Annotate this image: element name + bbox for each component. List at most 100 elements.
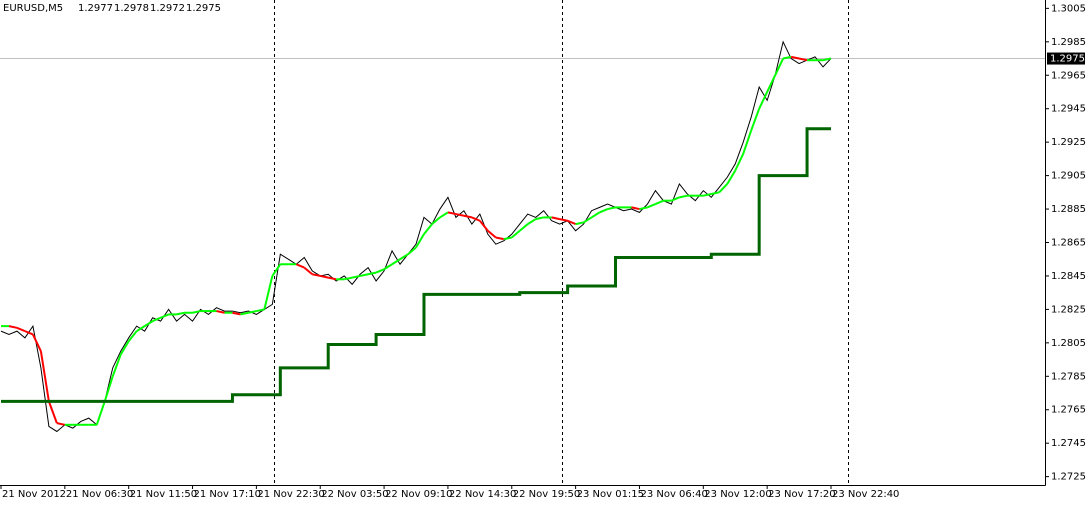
ma-segment [295,263,305,269]
ma-segment [391,258,401,266]
ma-segment [711,191,720,195]
ma-segment [32,334,42,352]
ma-segment [16,326,26,333]
ma-segment [447,211,457,216]
y-tick-label: 1.2945 [1051,104,1086,115]
y-tick-label: 1.2905 [1051,171,1086,182]
ma-segment [248,310,257,314]
y-tick-label: 1.2805 [1051,338,1086,349]
ma-segment [782,55,792,60]
ma-segment [750,108,761,131]
ma-segment [631,206,640,211]
ma-segment [383,263,393,271]
y-tick-label: 1.3005 [1051,3,1086,14]
x-tick-label: 22 Nov 09:10 [385,489,452,500]
ma-segment [766,74,777,93]
ma-segment [439,211,449,219]
ma-segment [790,55,800,60]
y-tick-label: 1.2925 [1051,137,1086,148]
x-tick-label: 21 Nov 22:30 [257,489,324,500]
ma-segment [655,199,664,205]
ma-segment [479,220,489,232]
price-label: 1.2975 [1050,54,1085,65]
ma-segment [758,91,769,110]
ma-segment [495,236,504,241]
ma-segment [328,276,337,281]
x-tick-label: 21 Nov 06:30 [66,489,133,500]
y-tick-label: 1.2965 [1051,70,1086,81]
ma-segment [431,216,441,225]
ma-segment [726,170,737,185]
x-tick-label: 21 Nov 11:50 [130,489,197,500]
step-line [1,127,831,403]
ma-segment [463,214,473,219]
ma-segment [647,203,656,209]
ma-segment [47,401,58,424]
ma-segment [511,230,521,239]
ma-segment [455,213,465,217]
ma-segment [359,273,369,277]
y-tick-label: 1.2865 [1051,238,1086,249]
ma-segment [8,325,18,329]
y-tick-label: 1.2845 [1051,271,1086,282]
ma-segment [216,310,225,314]
ma-segment [471,216,481,222]
y-tick-label: 1.2765 [1051,405,1086,416]
ma-segment [351,274,361,279]
ma-segment [599,208,608,214]
ma-segment [423,223,433,235]
y-tick-label: 1.2985 [1051,37,1086,48]
ma-segment [375,268,385,274]
symbol: EURUSD,M5 [3,3,63,14]
y-tick-label: 1.2825 [1051,304,1086,315]
y-tick-label: 1.2785 [1051,371,1086,382]
ma-segment [575,221,584,226]
ma-segment [407,246,417,255]
ma-segment [415,233,425,249]
ma-segment [487,230,497,239]
y-tick-label: 1.2745 [1051,438,1086,449]
ma-segment [367,271,377,276]
x-tick-label: 21 Nov 2012 [2,489,66,500]
ma-segment [567,219,577,226]
ma-segment [160,313,169,319]
ma-segment [56,422,66,426]
y-tick-label: 1.2725 [1051,472,1086,483]
ma-segment [703,193,712,197]
close: 1.2975 [186,3,221,14]
ma-segment [312,273,321,277]
x-tick-label: 23 Nov 06:40 [640,489,707,500]
ma-segment [303,266,313,276]
ma-segment [774,58,785,76]
header: EURUSD,M5 1.2977 1.2978 1.2972 1.2975 [3,3,221,14]
ma-segment [320,274,329,279]
ma-segment [503,236,512,241]
ma-segment [232,311,241,316]
ma-segment [583,216,593,224]
ma-segment [271,263,282,277]
ma-segment [144,320,154,327]
ma-segment [192,310,201,314]
ma-segment [127,330,138,342]
ma-segment [39,351,50,402]
x-tick-label: 23 Nov 22:40 [832,489,899,500]
x-tick-label: 22 Nov 03:50 [321,489,388,500]
ma-segment [734,153,745,172]
ma-segment [119,340,130,356]
ma-segment [152,316,162,323]
ma-segment [240,311,249,316]
x-tick-label: 23 Nov 12:00 [704,489,771,500]
x-tick-label: 22 Nov 19:50 [513,489,580,500]
price-label-box [1047,52,1085,65]
ma-segment [639,206,648,211]
ma-segment [111,354,122,377]
ma-segment [24,330,34,336]
ma-segment [679,194,688,199]
ma-segment [822,57,832,62]
ma-segment [399,253,409,261]
low: 1.2972 [150,3,185,14]
ma-segment [559,218,568,222]
x-tick-label: 21 Nov 17:10 [194,489,261,500]
ma-segment [535,216,544,221]
ma-segment [256,308,265,313]
